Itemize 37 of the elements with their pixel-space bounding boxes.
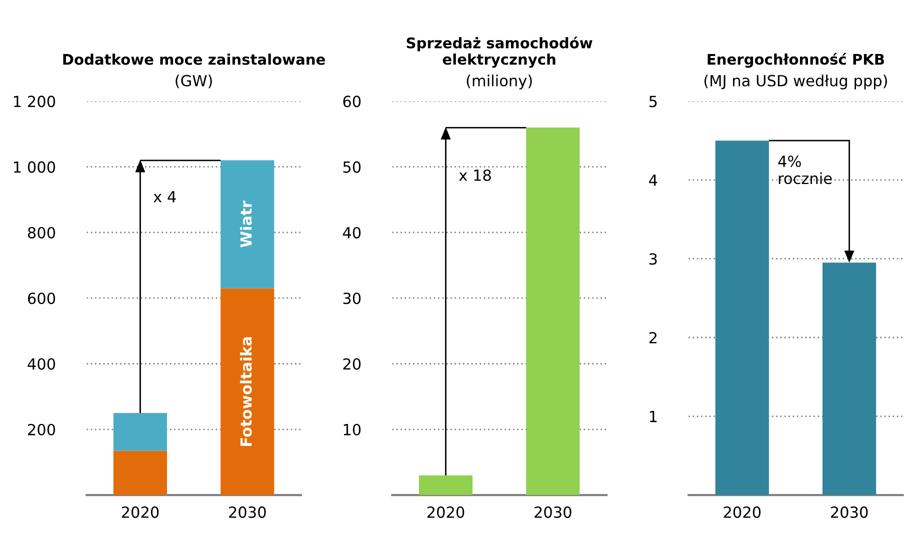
y-tick-label: 800	[28, 226, 56, 238]
y-tick-label: 60	[343, 96, 361, 108]
x-tick-label: 2030	[229, 506, 266, 518]
x-tick-label: 2020	[724, 506, 761, 518]
chart-subtitle: (miliony)	[466, 74, 532, 90]
series-label: Fotowoltaika	[240, 337, 252, 446]
y-tick-label: 600	[28, 292, 56, 304]
x-tick-label: 2030	[830, 506, 868, 518]
y-tick-label: 5	[649, 96, 657, 108]
x-tick-label: 2030	[534, 506, 572, 518]
bar	[220, 160, 274, 288]
y-tick-label: 400	[28, 358, 56, 370]
series-label: Wiatr	[240, 200, 252, 248]
y-tick-label: 10	[344, 424, 361, 436]
chart-subtitle: (GW)	[176, 74, 212, 88]
y-tick-label: 1 000	[14, 161, 56, 173]
chart-title: Dodatkowe moce zainstalowane	[63, 54, 325, 65]
bar	[113, 412, 168, 451]
x-tick-label: 2020	[122, 506, 159, 518]
y-tick-label: 30	[343, 292, 361, 304]
y-tick-label: 4	[649, 174, 658, 186]
y-tick-label: 20	[343, 358, 361, 370]
y-tick-label: 40	[342, 226, 361, 238]
chart-title: Sprzedaż samochodów elektrycznych	[406, 36, 592, 68]
x-tick-label: 2020	[427, 506, 464, 518]
bar	[113, 450, 168, 496]
y-tick-label: 1 200	[14, 96, 56, 108]
y-tick-label: 3	[649, 253, 657, 265]
annotation: x 18	[459, 169, 491, 182]
annotation: 4% rocznie	[778, 156, 832, 184]
chart-title: Energochłonność PKB	[708, 52, 884, 68]
y-tick-label: 50	[343, 161, 361, 173]
annotation: x 4	[154, 191, 176, 202]
chart-subtitle: (MJ na USD według ppp)	[704, 74, 887, 90]
y-tick-label: 2	[649, 332, 656, 344]
y-tick-label: 1	[650, 410, 657, 422]
y-tick-label: 200	[28, 424, 56, 436]
